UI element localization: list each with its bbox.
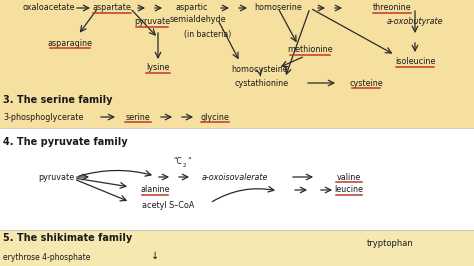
Text: 4. The pyruvate family: 4. The pyruvate family xyxy=(3,137,128,147)
Bar xyxy=(0,230,474,266)
Text: pyruvate: pyruvate xyxy=(38,172,74,181)
Text: semialdehyde: semialdehyde xyxy=(170,15,226,23)
Text: homoserine: homoserine xyxy=(254,3,302,13)
Text: valine: valine xyxy=(337,172,361,181)
Text: alanine: alanine xyxy=(140,185,170,194)
Text: homocysteine: homocysteine xyxy=(232,65,288,74)
Bar xyxy=(0,128,474,230)
Text: 3-phosphoglycerate: 3-phosphoglycerate xyxy=(3,113,83,122)
Text: acetyl S–CoA: acetyl S–CoA xyxy=(142,201,194,210)
Bar xyxy=(0,0,474,128)
Text: ↓: ↓ xyxy=(151,251,159,261)
Text: cysteine: cysteine xyxy=(349,78,383,88)
Text: serine: serine xyxy=(126,113,150,122)
Text: asparagine: asparagine xyxy=(47,39,92,48)
Text: tryptophan: tryptophan xyxy=(366,239,413,247)
Text: oxaloacetate: oxaloacetate xyxy=(22,3,74,13)
Text: cystathionine: cystathionine xyxy=(235,78,289,88)
Text: ": " xyxy=(187,156,191,165)
Text: "C: "C xyxy=(173,156,182,165)
Text: 3. The serine family: 3. The serine family xyxy=(3,95,112,105)
Text: isoleucine: isoleucine xyxy=(395,57,435,66)
Text: a-oxobutyrate: a-oxobutyrate xyxy=(387,18,443,27)
Text: pyruvate: pyruvate xyxy=(134,18,170,27)
Text: (in bacteria): (in bacteria) xyxy=(184,31,232,39)
Text: 2: 2 xyxy=(183,163,186,168)
Text: methionine: methionine xyxy=(287,45,333,55)
Text: leucine: leucine xyxy=(335,185,364,194)
Text: erythrose 4-phosphate: erythrose 4-phosphate xyxy=(3,253,91,263)
Text: lysine: lysine xyxy=(146,64,170,73)
Text: a-oxoisovalerate: a-oxoisovalerate xyxy=(202,172,268,181)
Text: glycine: glycine xyxy=(201,113,229,122)
Text: 5. The shikimate family: 5. The shikimate family xyxy=(3,233,132,243)
Text: aspartate: aspartate xyxy=(92,3,131,13)
Text: threonine: threonine xyxy=(373,3,411,13)
Text: aspartic: aspartic xyxy=(176,3,208,13)
